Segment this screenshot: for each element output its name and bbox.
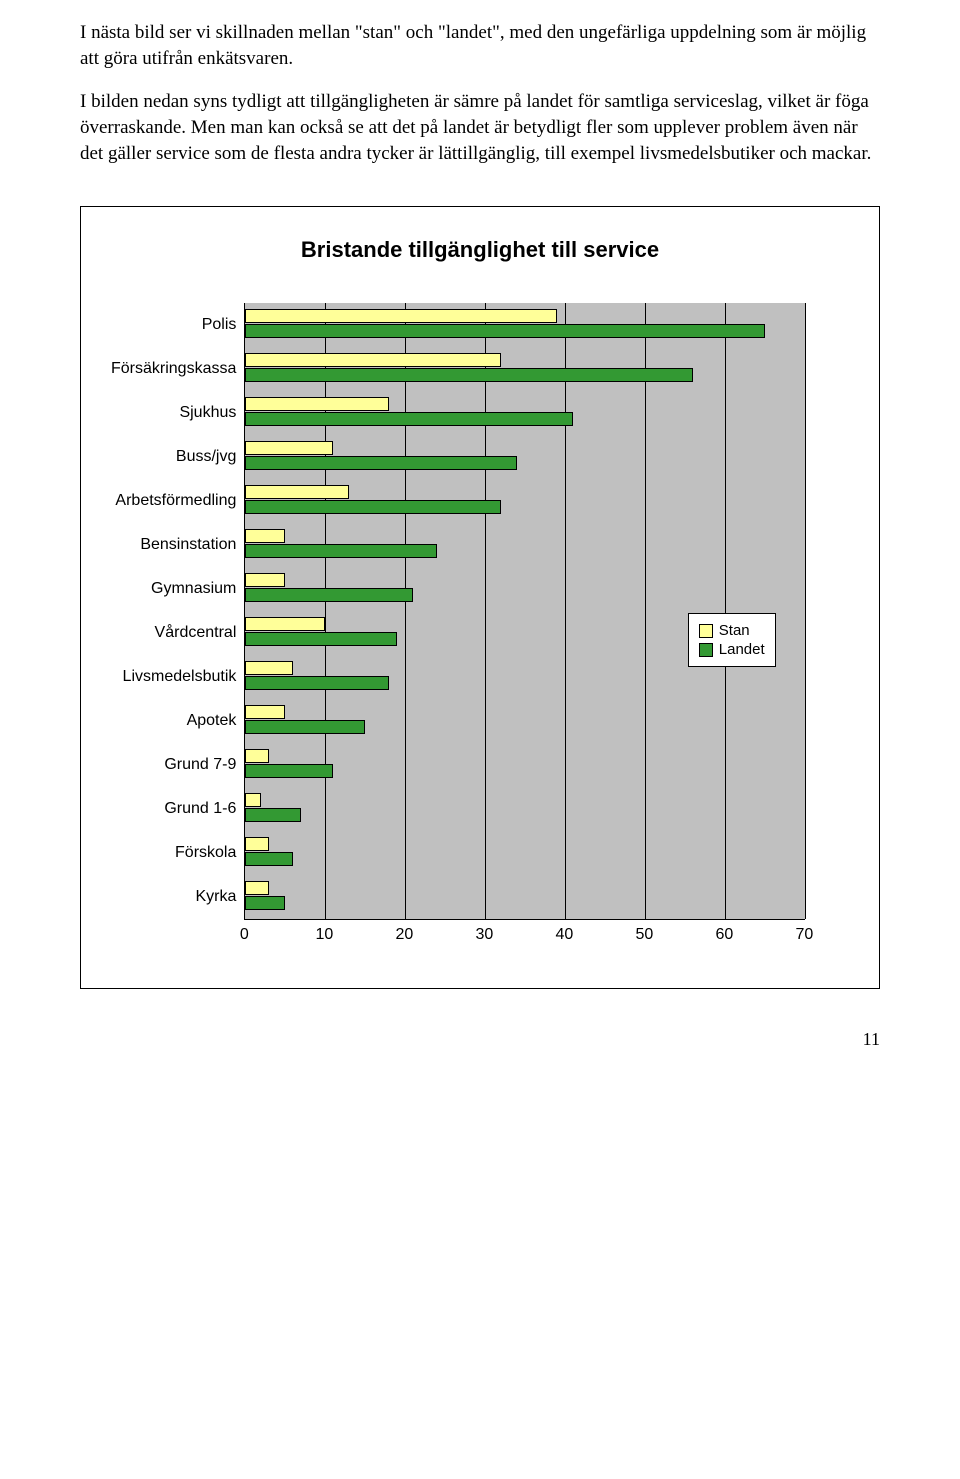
y-axis-label: Buss/jvg <box>111 435 236 479</box>
y-axis-label: Försäkringskassa <box>111 347 236 391</box>
y-axis-label: Förskola <box>111 831 236 875</box>
bar-landet <box>245 368 693 382</box>
x-axis-tick: 50 <box>635 926 653 944</box>
chart-row <box>245 787 805 831</box>
chart-row <box>245 875 805 919</box>
chart-legend: Stan Landet <box>688 613 776 667</box>
chart-plot-area: Stan Landet <box>244 303 805 920</box>
legend-swatch-landet <box>699 643 713 657</box>
y-axis-label: Bensinstation <box>111 523 236 567</box>
chart-row <box>245 523 805 567</box>
legend-label-stan: Stan <box>719 622 750 639</box>
x-axis-tick: 0 <box>240 926 249 944</box>
y-axis-label: Gymnasium <box>111 567 236 611</box>
bar-stan <box>245 441 333 455</box>
legend-item-landet: Landet <box>699 641 765 658</box>
bar-stan <box>245 705 285 719</box>
bar-landet <box>245 456 517 470</box>
x-axis-tick: 70 <box>795 926 813 944</box>
y-axis-label: Sjukhus <box>111 391 236 435</box>
plot-wrap: Stan Landet 010203040506070 <box>244 303 849 948</box>
chart-row <box>245 347 805 391</box>
legend-swatch-stan <box>699 624 713 638</box>
bar-landet <box>245 412 573 426</box>
chart-row <box>245 743 805 787</box>
y-axis-label: Grund 1-6 <box>111 787 236 831</box>
y-axis-label: Arbetsförmedling <box>111 479 236 523</box>
bar-stan <box>245 573 285 587</box>
bar-stan <box>245 881 269 895</box>
bar-stan <box>245 397 389 411</box>
chart-title: Bristande tillgänglighet till service <box>111 237 849 263</box>
y-axis-label: Polis <box>111 303 236 347</box>
page: I nästa bild ser vi skillnaden mellan "s… <box>0 0 960 1090</box>
bar-landet <box>245 852 293 866</box>
grid-line <box>805 303 806 919</box>
bar-landet <box>245 500 501 514</box>
bar-stan <box>245 353 501 367</box>
chart-row <box>245 479 805 523</box>
y-axis-label: Grund 7-9 <box>111 743 236 787</box>
bar-stan <box>245 529 285 543</box>
x-axis-tick: 20 <box>395 926 413 944</box>
x-axis-tick: 10 <box>315 926 333 944</box>
y-axis-label: Apotek <box>111 699 236 743</box>
paragraph-1: I nästa bild ser vi skillnaden mellan "s… <box>80 20 880 71</box>
y-axis-label: Vårdcentral <box>111 611 236 655</box>
bar-stan <box>245 749 269 763</box>
chart-row <box>245 391 805 435</box>
x-axis-tick: 60 <box>715 926 733 944</box>
y-axis-labels: PolisFörsäkringskassaSjukhusBuss/jvgArbe… <box>111 303 244 948</box>
x-axis-labels: 010203040506070 <box>244 926 804 948</box>
bar-landet <box>245 324 765 338</box>
legend-label-landet: Landet <box>719 641 765 658</box>
bar-landet <box>245 808 301 822</box>
bar-stan <box>245 309 557 323</box>
bar-stan <box>245 837 269 851</box>
bar-landet <box>245 632 397 646</box>
y-axis-label: Livsmedelsbutik <box>111 655 236 699</box>
bar-landet <box>245 720 365 734</box>
bar-landet <box>245 764 333 778</box>
bar-landet <box>245 544 437 558</box>
bar-landet <box>245 896 285 910</box>
page-number: 11 <box>80 1029 880 1050</box>
chart-row <box>245 831 805 875</box>
chart-row <box>245 567 805 611</box>
chart-row <box>245 435 805 479</box>
bar-landet <box>245 676 389 690</box>
x-axis-tick: 30 <box>475 926 493 944</box>
x-axis-tick: 40 <box>555 926 573 944</box>
bar-stan <box>245 485 349 499</box>
chart-row <box>245 303 805 347</box>
chart-frame: Bristande tillgänglighet till service Po… <box>80 206 880 989</box>
bar-landet <box>245 588 413 602</box>
bar-stan <box>245 661 293 675</box>
y-axis-label: Kyrka <box>111 875 236 919</box>
bar-stan <box>245 793 261 807</box>
chart-body: PolisFörsäkringskassaSjukhusBuss/jvgArbe… <box>111 303 849 948</box>
legend-item-stan: Stan <box>699 622 765 639</box>
chart-row <box>245 699 805 743</box>
paragraph-2: I bilden nedan syns tydligt att tillgäng… <box>80 89 880 166</box>
bar-stan <box>245 617 325 631</box>
